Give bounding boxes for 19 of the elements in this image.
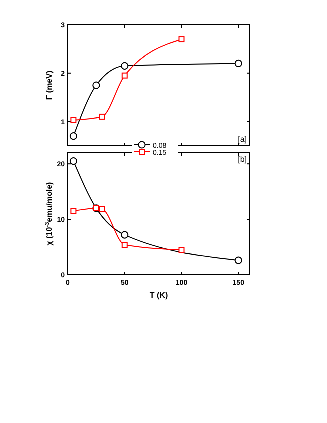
point xyxy=(234,256,242,264)
point xyxy=(122,72,128,79)
annotation: [b] xyxy=(238,155,247,164)
point xyxy=(234,60,242,68)
point xyxy=(121,231,129,239)
point xyxy=(99,206,106,212)
point xyxy=(70,208,77,214)
point xyxy=(121,62,129,70)
point xyxy=(122,242,128,248)
x-axis-title: T (K) xyxy=(150,291,168,300)
point xyxy=(178,247,185,254)
point xyxy=(178,36,185,43)
point xyxy=(70,158,78,166)
annotation: [a] xyxy=(238,135,247,144)
point xyxy=(99,114,106,120)
point xyxy=(70,117,77,124)
point xyxy=(70,132,78,140)
point xyxy=(92,82,100,90)
y-axis-title: Γ (meV) xyxy=(45,70,54,100)
